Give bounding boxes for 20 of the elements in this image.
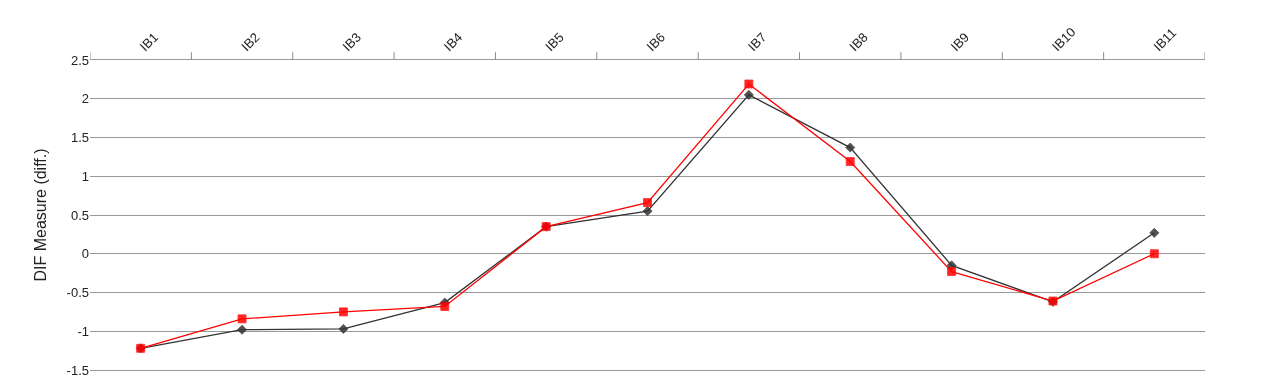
y-tick-label: 0.5 bbox=[70, 207, 89, 223]
y-tick-label: 0 bbox=[81, 246, 89, 262]
x-tick-label: IB5 bbox=[542, 29, 567, 55]
y-tick-label: 1 bbox=[81, 168, 89, 184]
x-tick-label: IB6 bbox=[643, 29, 669, 55]
x-tick-label: IB2 bbox=[238, 29, 263, 55]
x-tick-label: IB1 bbox=[136, 29, 162, 55]
x-tick-label: IB3 bbox=[339, 29, 364, 55]
y-tick-label: -1 bbox=[77, 323, 89, 339]
y-tick-label: 1.5 bbox=[70, 130, 89, 146]
x-tick-label: IB11 bbox=[1150, 25, 1180, 55]
y-tick-label: -1.5 bbox=[66, 362, 89, 378]
x-tick-label: IB7 bbox=[744, 29, 770, 55]
y-axis-title: DIF Measure (diff.) bbox=[32, 148, 50, 282]
y-tick-label: 2.5 bbox=[70, 52, 89, 68]
y-tick-label: -0.5 bbox=[66, 285, 89, 301]
x-tick-label: IB4 bbox=[440, 29, 466, 55]
x-tick-label: IB8 bbox=[846, 29, 871, 55]
x-tick-label: IB9 bbox=[947, 29, 973, 55]
y-tick-label: 2 bbox=[81, 91, 89, 107]
